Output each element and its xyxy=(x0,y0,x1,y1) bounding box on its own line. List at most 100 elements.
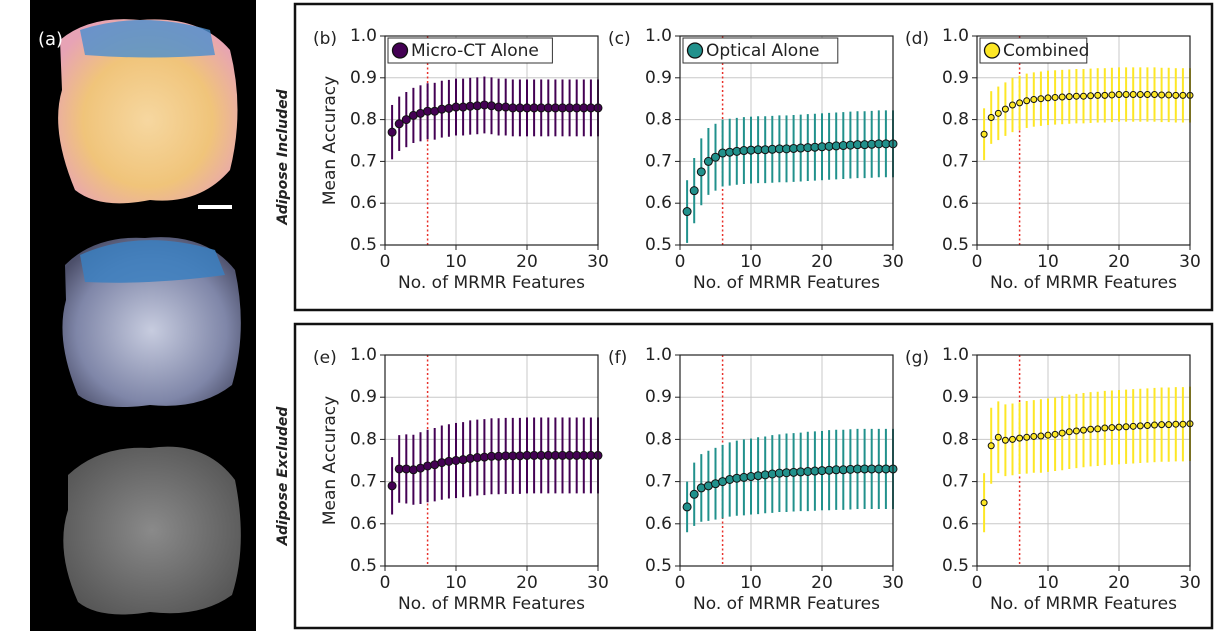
data-point xyxy=(1051,430,1059,438)
y-tick-label: 0.8 xyxy=(645,429,672,449)
data-point xyxy=(1072,92,1080,100)
data-point xyxy=(1016,99,1024,107)
row-label: Adipose Included xyxy=(275,88,291,225)
data-point xyxy=(689,186,699,196)
panel-label: (d) xyxy=(905,29,929,49)
y-tick-label: 0.7 xyxy=(645,472,672,492)
x-axis-label: No. of MRMR Features xyxy=(398,594,585,614)
y-tick-label: 0.6 xyxy=(350,193,377,213)
data-point xyxy=(1051,93,1059,101)
x-tick-label: 0 xyxy=(972,573,983,593)
y-tick-label: 0.8 xyxy=(942,429,969,449)
x-tick-label: 10 xyxy=(1037,573,1059,593)
data-point xyxy=(1058,429,1066,437)
optical-image xyxy=(58,19,238,204)
data-point xyxy=(987,114,995,122)
data-point xyxy=(1009,101,1016,109)
y-tick-label: 0.9 xyxy=(350,387,377,407)
y-tick-label: 0.8 xyxy=(350,110,377,130)
y-tick-label: 1.0 xyxy=(350,26,377,46)
y-tick-label: 1.0 xyxy=(942,26,969,46)
legend-label: Combined xyxy=(1003,41,1089,61)
x-tick-label: 30 xyxy=(587,573,609,593)
legend-box xyxy=(387,37,553,64)
data-point xyxy=(1087,92,1095,100)
plot-frame xyxy=(384,35,599,246)
y-tick-label: 0.5 xyxy=(942,556,969,576)
data-point xyxy=(980,499,988,507)
y-tick-label: 0.6 xyxy=(942,193,969,213)
panel-label: (g) xyxy=(905,348,929,368)
y-axis-label: Mean Accuracy xyxy=(320,76,340,205)
x-tick-label: 0 xyxy=(972,252,983,272)
legend-box xyxy=(682,37,839,64)
data-point xyxy=(1151,421,1158,429)
data-point xyxy=(1143,421,1151,429)
y-tick-label: 0.9 xyxy=(645,387,672,407)
legend-marker xyxy=(983,42,1001,59)
legend-marker xyxy=(686,42,704,59)
ct-image xyxy=(63,446,241,615)
data-point xyxy=(387,127,397,137)
data-point xyxy=(1165,421,1173,429)
row-box xyxy=(293,2,1214,312)
data-point xyxy=(1115,423,1123,431)
panel-label: (e) xyxy=(313,348,337,368)
y-tick-label: 0.9 xyxy=(942,387,969,407)
data-point xyxy=(1001,105,1009,113)
x-tick-label: 10 xyxy=(740,573,762,593)
x-tick-label: 0 xyxy=(380,252,391,272)
legend-label: Micro-CT Alone xyxy=(411,41,539,61)
y-tick-label: 0.5 xyxy=(645,235,672,255)
data-point xyxy=(1129,91,1137,99)
data-point xyxy=(1087,425,1095,433)
x-tick-label: 30 xyxy=(882,252,904,272)
data-point xyxy=(994,433,1002,441)
x-tick-label: 30 xyxy=(882,573,904,593)
data-point xyxy=(1108,424,1116,432)
y-tick-label: 0.9 xyxy=(645,68,672,88)
panel-label: (a) xyxy=(38,29,63,50)
row-label: Adipose Excluded xyxy=(275,406,291,547)
data-point xyxy=(1101,91,1109,99)
y-tick-label: 0.5 xyxy=(942,235,969,255)
x-axis-label: No. of MRMR Features xyxy=(990,594,1177,614)
data-point xyxy=(1165,91,1173,99)
x-tick-label: 20 xyxy=(516,573,538,593)
y-tick-label: 0.5 xyxy=(350,556,377,576)
data-point xyxy=(1179,91,1187,99)
image-label: Micro-CT xyxy=(15,499,31,570)
x-tick-label: 20 xyxy=(516,252,538,272)
y-tick-label: 0.8 xyxy=(645,110,672,130)
data-point xyxy=(1158,421,1166,429)
data-point xyxy=(1115,91,1123,99)
data-point xyxy=(1151,91,1158,99)
plot-frame xyxy=(384,354,599,567)
x-axis-label: No. of MRMR Features xyxy=(693,594,880,614)
data-point xyxy=(682,207,692,217)
data-point xyxy=(1016,434,1024,442)
data-point xyxy=(1094,425,1102,433)
x-tick-label: 0 xyxy=(675,573,686,593)
row-box xyxy=(293,322,1214,630)
panel-label: (b) xyxy=(313,29,337,49)
y-tick-label: 0.8 xyxy=(942,110,969,130)
data-point xyxy=(1101,424,1109,432)
data-point xyxy=(1037,95,1045,103)
x-tick-label: 10 xyxy=(740,252,762,272)
data-point xyxy=(1058,93,1066,101)
y-tick-label: 0.7 xyxy=(350,472,377,492)
y-tick-label: 0.9 xyxy=(942,68,969,88)
y-tick-label: 0.6 xyxy=(942,514,969,534)
y-axis-label: Mean Accuracy xyxy=(320,396,340,525)
plot-frame xyxy=(976,35,1191,246)
image-label: Diffuse Optical xyxy=(15,51,31,168)
data-point xyxy=(1065,428,1073,436)
data-point xyxy=(1080,92,1087,100)
data-point xyxy=(1023,97,1031,105)
data-point xyxy=(1065,93,1073,101)
data-point xyxy=(1037,432,1045,440)
image-label: HSF Optical xyxy=(15,274,31,366)
data-point xyxy=(711,152,720,162)
x-tick-label: 20 xyxy=(1108,252,1130,272)
